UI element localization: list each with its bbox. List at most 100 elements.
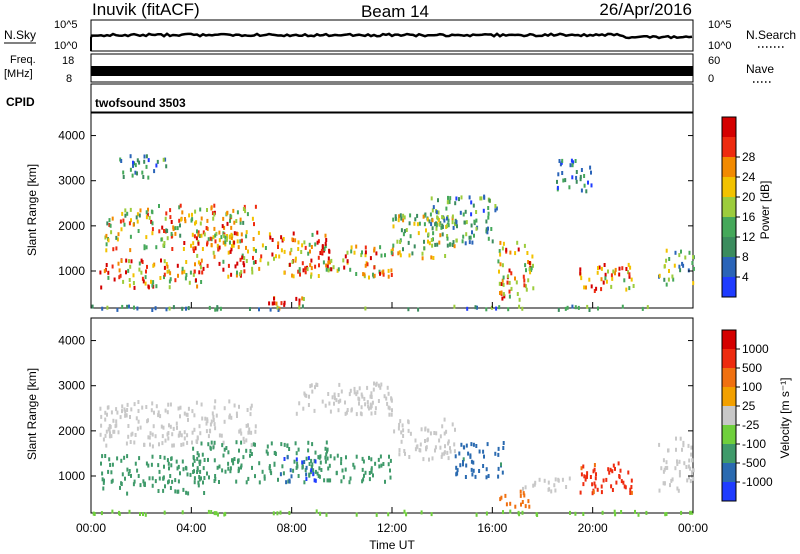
heatmap-cell <box>403 229 406 234</box>
heatmap-cell <box>310 468 313 473</box>
heatmap-cell <box>233 231 236 236</box>
heatmap-cell <box>113 277 116 282</box>
heatmap-cell <box>676 462 679 466</box>
heatmap-cell <box>675 436 677 441</box>
heatmap-cell <box>498 249 501 253</box>
date-title: 26/Apr/2016 <box>599 0 692 19</box>
heatmap-cell <box>127 268 130 273</box>
heatmap-cell <box>514 251 517 256</box>
heatmap-cell <box>430 222 433 227</box>
heatmap-cell <box>207 237 210 242</box>
heatmap-cell <box>218 464 221 469</box>
heatmap-cell <box>287 479 290 484</box>
heatmap-cell <box>547 487 550 492</box>
heatmap-cell <box>446 216 448 221</box>
heatmap-cell <box>193 413 196 418</box>
heatmap-cell <box>681 447 683 452</box>
heatmap-cell <box>440 225 443 230</box>
heatmap-cell <box>627 270 630 275</box>
heatmap-cell <box>196 466 199 471</box>
heatmap-cell <box>205 429 208 434</box>
heatmap-cell <box>264 246 267 250</box>
nsky-tick-bottom: 10^0 <box>54 40 78 52</box>
heatmap-cell <box>106 412 108 417</box>
heatmap-cell <box>375 251 378 256</box>
heatmap-cell <box>678 473 681 478</box>
heatmap-cell <box>251 216 254 221</box>
heatmap-cell <box>237 469 240 474</box>
heatmap-cell <box>337 399 340 404</box>
heatmap-cell <box>163 229 165 233</box>
colorbar-swatch <box>722 237 736 258</box>
heatmap-cell <box>428 219 431 224</box>
heatmap-cell <box>258 480 261 485</box>
heatmap-cell <box>464 241 467 246</box>
heatmap-cell <box>106 221 109 226</box>
heatmap-cell <box>271 301 274 306</box>
heatmap-cell <box>151 454 154 459</box>
heatmap-cell <box>394 214 397 219</box>
heatmap-cell <box>583 285 586 290</box>
heatmap-cell <box>149 431 152 436</box>
heatmap-cell <box>245 230 248 235</box>
heatmap-cell <box>145 245 148 250</box>
heatmap-cell <box>138 456 141 461</box>
heatmap-cell <box>130 407 133 412</box>
heatmap-cell <box>229 213 232 218</box>
velocity-x-ticks: 00:00 04:00 08:00 12:00 16:00 20:00 00:00 <box>76 302 708 535</box>
heatmap-cell <box>224 235 227 240</box>
heatmap-cell <box>119 273 122 278</box>
heatmap-cell <box>440 454 443 459</box>
heatmap-cell <box>523 243 526 248</box>
heatmap-cell <box>252 255 254 260</box>
y-tick-label: 2000 <box>58 424 85 438</box>
heatmap-cell <box>130 473 132 478</box>
heatmap-cell <box>579 177 582 182</box>
heatmap-cell <box>470 212 473 217</box>
heatmap-cell <box>273 461 276 466</box>
heatmap-cell <box>151 432 154 437</box>
heatmap-cell <box>283 300 286 305</box>
heatmap-cell <box>407 240 410 245</box>
heatmap-cell <box>321 245 324 250</box>
heatmap-cell <box>239 257 242 262</box>
heatmap-cell <box>164 157 167 162</box>
heatmap-cell <box>368 471 371 475</box>
heatmap-cell <box>134 163 137 168</box>
heatmap-cell <box>325 238 328 242</box>
heatmap-cell <box>358 386 361 391</box>
heatmap-cell <box>521 306 524 311</box>
heatmap-cell <box>624 485 627 490</box>
heatmap-cell <box>497 474 500 479</box>
heatmap-cell <box>508 289 511 294</box>
heatmap-cell <box>446 243 449 248</box>
heatmap-cell <box>230 415 233 420</box>
heatmap-cell <box>355 454 358 459</box>
heatmap-cell <box>249 449 252 453</box>
heatmap-cell <box>292 231 295 236</box>
heatmap-cell <box>441 452 444 457</box>
heatmap-cell <box>435 210 438 215</box>
heatmap-cell <box>314 450 317 455</box>
heatmap-cell <box>155 163 158 168</box>
heatmap-cell <box>151 401 154 406</box>
heatmap-cell <box>664 512 667 517</box>
heatmap-cell <box>561 477 564 482</box>
nave-label: Nave <box>746 62 774 76</box>
heatmap-cell <box>487 474 490 478</box>
heatmap-cell <box>120 227 123 232</box>
heatmap-cell <box>195 236 198 241</box>
heatmap-cell <box>435 431 438 436</box>
cpid-value: twofsound 3503 <box>95 96 186 110</box>
heatmap-cell <box>253 222 255 227</box>
heatmap-cell <box>524 284 527 289</box>
heatmap-cell <box>224 240 227 245</box>
heatmap-cell <box>480 196 483 201</box>
heatmap-cell <box>418 221 421 226</box>
heatmap-cell <box>275 254 277 259</box>
heatmap-cell <box>687 268 690 273</box>
heatmap-cell <box>145 235 148 240</box>
heatmap-cell <box>121 211 124 216</box>
heatmap-cell <box>344 467 347 472</box>
heatmap-cell <box>391 247 394 252</box>
